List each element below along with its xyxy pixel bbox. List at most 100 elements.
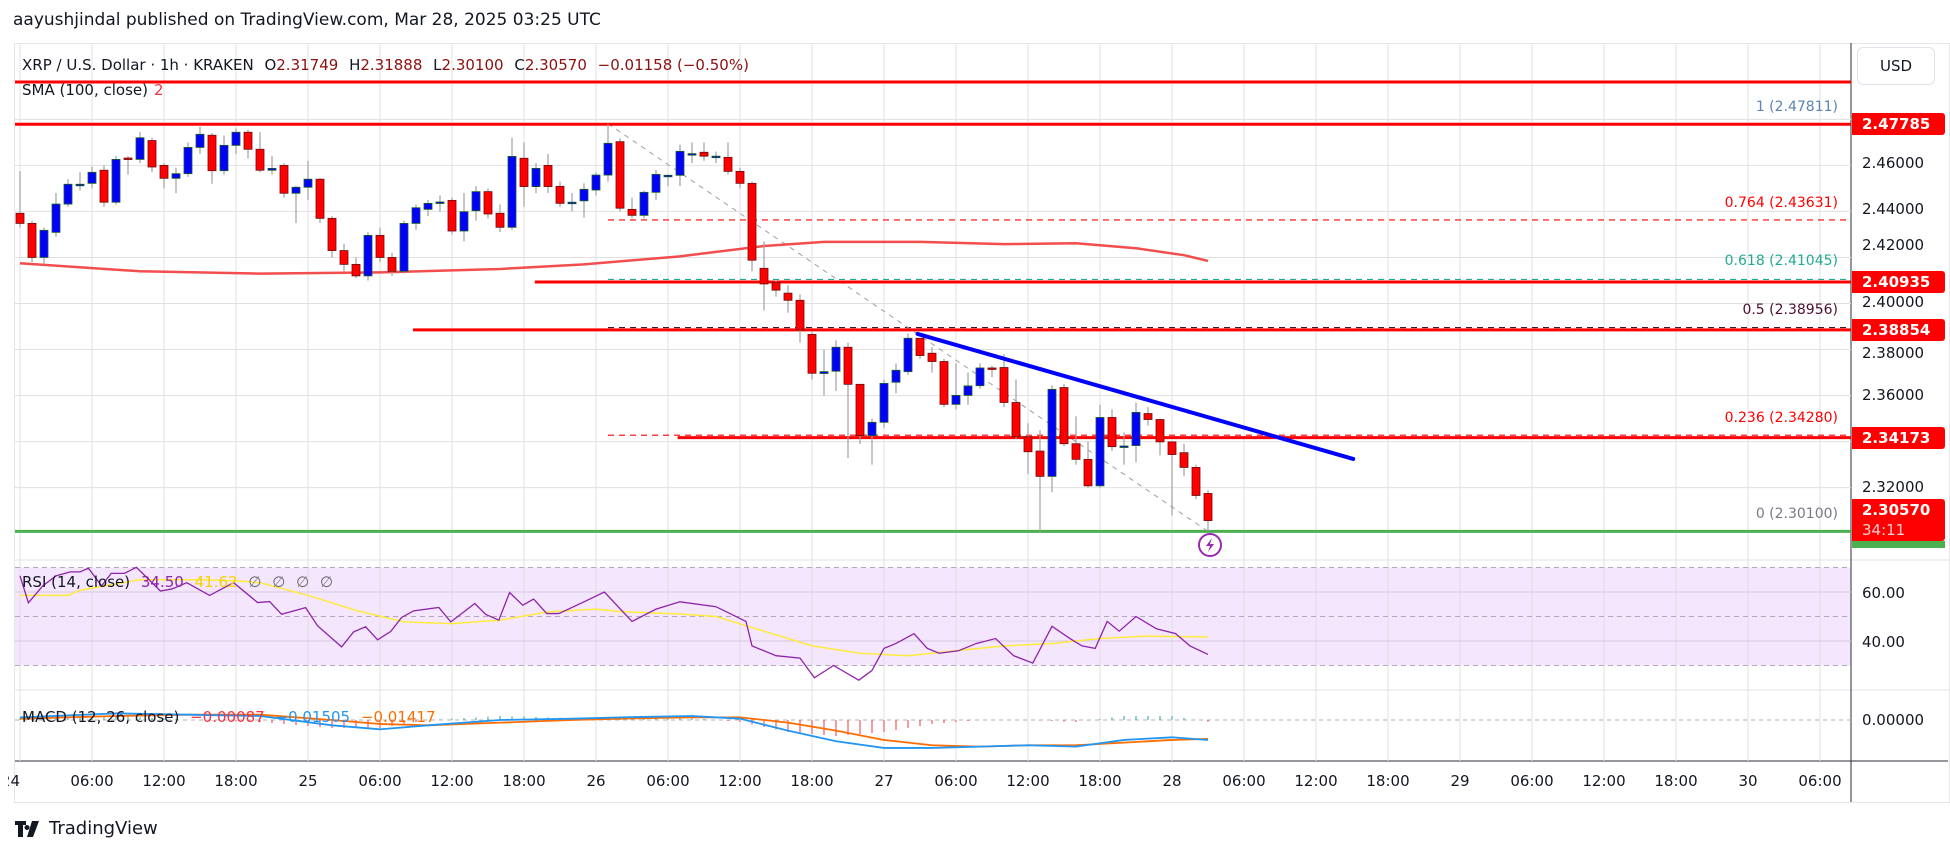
candle-down bbox=[1083, 458, 1093, 487]
rsi-line bbox=[19, 566, 1209, 681]
candle-up bbox=[903, 337, 913, 373]
candle-down bbox=[447, 199, 457, 232]
candle-down bbox=[207, 134, 217, 172]
currency-button[interactable]: USD bbox=[1857, 47, 1935, 85]
candle-down bbox=[1179, 452, 1189, 468]
candle-up bbox=[399, 223, 409, 272]
time-axis-label: 12:00 bbox=[142, 772, 186, 790]
time-axis-label: 28 bbox=[1162, 772, 1182, 790]
candle-down bbox=[543, 164, 553, 187]
candle-down bbox=[387, 257, 397, 272]
fib-trend-line bbox=[607, 123, 1209, 532]
candle-down bbox=[351, 263, 361, 277]
tradingview-logo[interactable]: TradingView bbox=[15, 818, 158, 839]
candle-down bbox=[1059, 387, 1069, 445]
support-price-label bbox=[1852, 541, 1945, 548]
candle-up bbox=[435, 201, 445, 204]
time-axis-label: 18:00 bbox=[1078, 772, 1122, 790]
sma-label: SMA (100, close) bbox=[22, 81, 148, 99]
price-tick: 2.44000 bbox=[1862, 200, 1925, 218]
fib-label-0618: 0.618 (2.41045) bbox=[1724, 253, 1838, 269]
candle-down bbox=[1071, 443, 1081, 460]
price-tick: 2.38000 bbox=[1862, 344, 1925, 362]
macd-signal-value: −0.01417 bbox=[360, 708, 436, 726]
rsi-extra-0: ∅ bbox=[248, 573, 262, 591]
candle-down bbox=[783, 292, 793, 301]
macd-label: MACD (12, 26, close) bbox=[22, 708, 180, 726]
candle-up bbox=[111, 159, 121, 203]
level-label: 2.40935 bbox=[1852, 271, 1945, 293]
candle-up bbox=[603, 142, 613, 176]
price-tick: 2.42000 bbox=[1862, 236, 1925, 254]
candle-down bbox=[1035, 450, 1045, 477]
candle-up bbox=[303, 178, 313, 188]
rsi-tick: 40.00 bbox=[1862, 633, 1905, 651]
candle-down bbox=[483, 191, 493, 215]
candle-up bbox=[171, 173, 181, 179]
fib-label-0236: 0.236 (2.34280) bbox=[1724, 410, 1838, 426]
rsi-legend[interactable]: RSI (14, close) 34.50 41.62 ∅ ∅ ∅ ∅ bbox=[22, 573, 339, 591]
time-axis-label: 27 bbox=[874, 772, 894, 790]
candle-down bbox=[1107, 417, 1117, 448]
macd-tick: 0.00000 bbox=[1862, 711, 1925, 729]
time-axis-label: 24 bbox=[8, 772, 20, 790]
ohlc-close: C2.30570 bbox=[514, 56, 587, 74]
rsi-tick: 60.00 bbox=[1862, 584, 1905, 602]
price-tick: 2.40000 bbox=[1862, 293, 1925, 311]
candle-down bbox=[327, 217, 337, 251]
candle-up bbox=[879, 382, 889, 423]
candle-up bbox=[675, 150, 685, 176]
sma-legend[interactable]: SMA (100, close) 2 bbox=[22, 81, 170, 99]
candle-down bbox=[843, 346, 853, 385]
time-axis-label: 06:00 bbox=[1510, 772, 1554, 790]
candle-down bbox=[627, 208, 637, 216]
candle-down bbox=[735, 170, 745, 184]
candle-up bbox=[1119, 445, 1129, 448]
time-axis-label: 12:00 bbox=[1294, 772, 1338, 790]
candle-up bbox=[267, 167, 277, 171]
candle-down bbox=[555, 185, 565, 204]
price-tick: 2.46000 bbox=[1862, 154, 1925, 172]
candle-down bbox=[999, 367, 1009, 403]
macd-legend[interactable]: MACD (12, 26, close) −0.00087 −0.01505 −… bbox=[22, 708, 442, 726]
candle-down bbox=[987, 367, 997, 370]
symbol-name[interactable]: XRP / U.S. Dollar · 1h · KRAKEN bbox=[22, 56, 254, 74]
ohlc-open: O2.31749 bbox=[264, 56, 339, 74]
candle-up bbox=[639, 191, 649, 216]
time-axis-label: 06:00 bbox=[934, 772, 978, 790]
candle-up bbox=[1047, 388, 1057, 477]
current-price-label: 2.30570 34:11 bbox=[1852, 499, 1945, 541]
candle-up bbox=[651, 173, 661, 193]
time-axis-label: 06:00 bbox=[1222, 772, 1266, 790]
rsi-label: RSI (14, close) bbox=[22, 573, 131, 591]
time-axis-label: 06:00 bbox=[646, 772, 690, 790]
time-axis-label: 18:00 bbox=[1366, 772, 1410, 790]
time-axis-label: 12:00 bbox=[430, 772, 474, 790]
candle-up bbox=[63, 183, 73, 205]
price-tick: 2.36000 bbox=[1862, 386, 1925, 404]
candle-down bbox=[795, 299, 805, 331]
candle-up bbox=[687, 153, 697, 156]
candle-down bbox=[855, 383, 865, 437]
publication-title: aayushjindal published on TradingView.co… bbox=[13, 10, 601, 30]
candle-up bbox=[975, 367, 985, 387]
candle-down bbox=[1011, 402, 1021, 438]
symbol-legend: XRP / U.S. Dollar · 1h · KRAKEN O2.31749… bbox=[22, 56, 755, 74]
candle-down bbox=[699, 151, 709, 157]
time-axis-label: 06:00 bbox=[358, 772, 402, 790]
fib-label-1: 1 (2.47811) bbox=[1755, 99, 1838, 115]
candle-up bbox=[1095, 417, 1105, 487]
candle-up bbox=[51, 203, 61, 233]
candle-down bbox=[915, 337, 925, 356]
rsi-extra-2: ∅ bbox=[296, 573, 310, 591]
brand-name: TradingView bbox=[49, 818, 158, 839]
candle-up bbox=[591, 174, 601, 191]
candle-up bbox=[291, 186, 301, 194]
time-axis-label: 12:00 bbox=[1006, 772, 1050, 790]
time-axis-label: 06:00 bbox=[1798, 772, 1842, 790]
candle-down bbox=[807, 333, 817, 374]
candle-down bbox=[243, 131, 253, 150]
candle-up bbox=[1131, 411, 1141, 446]
fib-label-0: 0 (2.30100) bbox=[1755, 506, 1838, 522]
